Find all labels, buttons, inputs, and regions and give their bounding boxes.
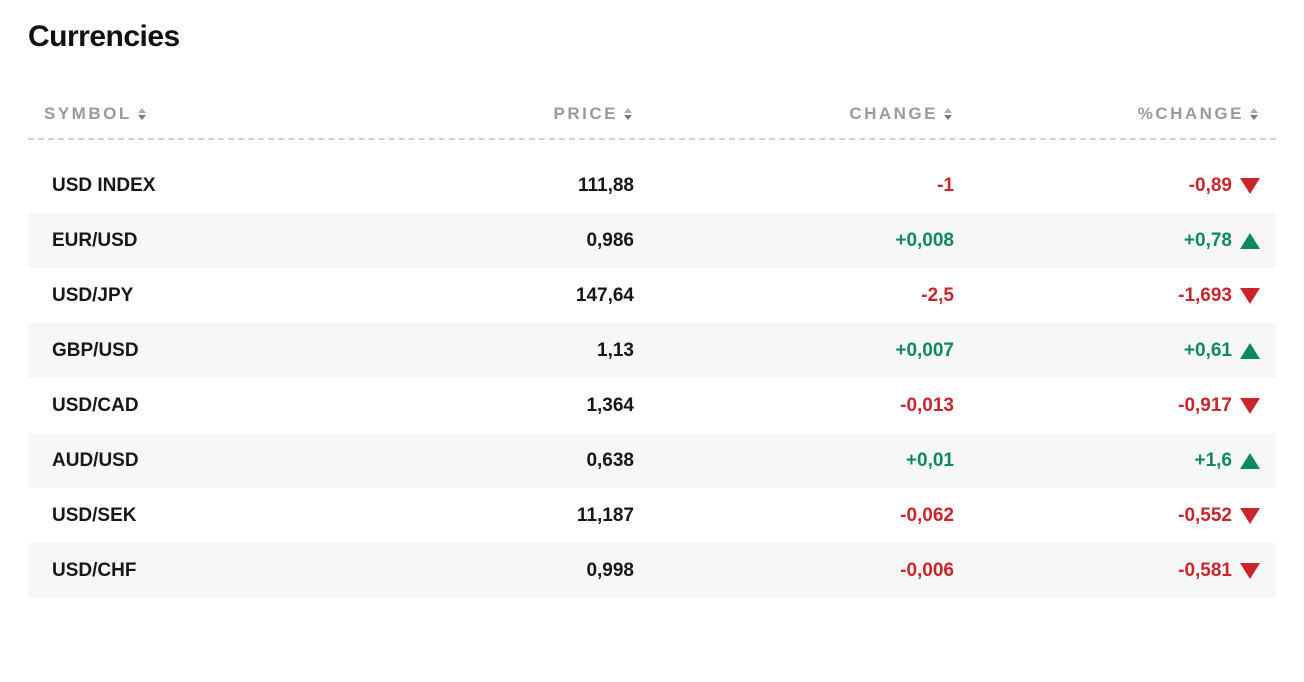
percent-change-value: +1,6 [1194, 450, 1232, 472]
percent-change-value: +0,61 [1184, 340, 1232, 362]
price-cell: 1,13 [374, 340, 634, 362]
column-header-label: SYMBOL [44, 104, 132, 124]
sort-icon [1250, 105, 1260, 123]
column-header-change[interactable]: CHANGE [634, 104, 954, 124]
table-row[interactable]: USD/CHF0,998-0,006 -0,581 [28, 543, 1276, 598]
percent-change-value: -0,89 [1189, 175, 1232, 197]
column-header-percent-change[interactable]: %CHANGE [954, 104, 1260, 124]
sort-icon [944, 105, 954, 123]
percent-change-value: +0,78 [1184, 230, 1232, 252]
table-row[interactable]: EUR/USD0,986+0,008 +0,78 [28, 213, 1276, 268]
percent-change-cell: -0,917 [954, 395, 1260, 417]
table-row[interactable]: AUD/USD0,638+0,01 +1,6 [28, 433, 1276, 488]
price-cell: 1,364 [374, 395, 634, 417]
percent-change-cell: -0,89 [954, 175, 1260, 197]
symbol-cell: USD INDEX [44, 175, 374, 197]
arrow-up-icon [1240, 343, 1260, 359]
table-row[interactable]: USD INDEX111,88-1 -0,89 [28, 158, 1276, 213]
table-row[interactable]: GBP/USD1,13+0,007 +0,61 [28, 323, 1276, 378]
change-cell: -0,006 [634, 560, 954, 582]
symbol-cell: USD/CAD [44, 395, 374, 417]
price-cell: 0,986 [374, 230, 634, 252]
percent-change-cell: -0,581 [954, 560, 1260, 582]
column-header-symbol[interactable]: SYMBOL [44, 104, 374, 124]
table-row[interactable]: USD/JPY147,64-2,5 -1,693 [28, 268, 1276, 323]
column-header-label: PRICE [554, 104, 618, 124]
percent-change-value: -0,917 [1178, 395, 1232, 417]
price-cell: 147,64 [374, 285, 634, 307]
price-cell: 0,638 [374, 450, 634, 472]
table-body: USD INDEX111,88-1 -0,89 EUR/USD0,986+0,008… [28, 158, 1276, 598]
percent-change-cell: -0,552 [954, 505, 1260, 527]
arrow-up-icon [1240, 233, 1260, 249]
symbol-cell: USD/CHF [44, 560, 374, 582]
percent-change-cell: +0,78 [954, 230, 1260, 252]
price-cell: 11,187 [374, 505, 634, 527]
arrow-down-icon [1240, 563, 1260, 579]
symbol-cell: USD/JPY [44, 285, 374, 307]
arrow-down-icon [1240, 288, 1260, 304]
sort-icon [624, 105, 634, 123]
symbol-cell: EUR/USD [44, 230, 374, 252]
percent-change-cell: -1,693 [954, 285, 1260, 307]
arrow-down-icon [1240, 508, 1260, 524]
symbol-cell: USD/SEK [44, 505, 374, 527]
arrow-down-icon [1240, 178, 1260, 194]
change-cell: -0,013 [634, 395, 954, 417]
arrow-down-icon [1240, 398, 1260, 414]
table-header-row: SYMBOL PRICE CHANGE %CHANGE [28, 90, 1276, 140]
currencies-table: SYMBOL PRICE CHANGE %CHANGE [28, 90, 1276, 598]
column-header-price[interactable]: PRICE [374, 104, 634, 124]
table-row[interactable]: USD/SEK11,187-0,062 -0,552 [28, 488, 1276, 543]
currencies-widget: Currencies SYMBOL PRICE CHANGE [0, 0, 1304, 598]
symbol-cell: AUD/USD [44, 450, 374, 472]
page-title: Currencies [28, 20, 1276, 54]
column-header-label: CHANGE [849, 104, 938, 124]
percent-change-value: -1,693 [1178, 285, 1232, 307]
percent-change-value: -0,581 [1178, 560, 1232, 582]
sort-icon [138, 105, 148, 123]
change-cell: +0,008 [634, 230, 954, 252]
percent-change-cell: +1,6 [954, 450, 1260, 472]
column-header-label: %CHANGE [1138, 104, 1244, 124]
change-cell: +0,007 [634, 340, 954, 362]
change-cell: -1 [634, 175, 954, 197]
change-cell: -2,5 [634, 285, 954, 307]
table-row[interactable]: USD/CAD1,364-0,013 -0,917 [28, 378, 1276, 433]
price-cell: 0,998 [374, 560, 634, 582]
symbol-cell: GBP/USD [44, 340, 374, 362]
change-cell: -0,062 [634, 505, 954, 527]
change-cell: +0,01 [634, 450, 954, 472]
arrow-up-icon [1240, 453, 1260, 469]
percent-change-value: -0,552 [1178, 505, 1232, 527]
price-cell: 111,88 [374, 175, 634, 197]
percent-change-cell: +0,61 [954, 340, 1260, 362]
